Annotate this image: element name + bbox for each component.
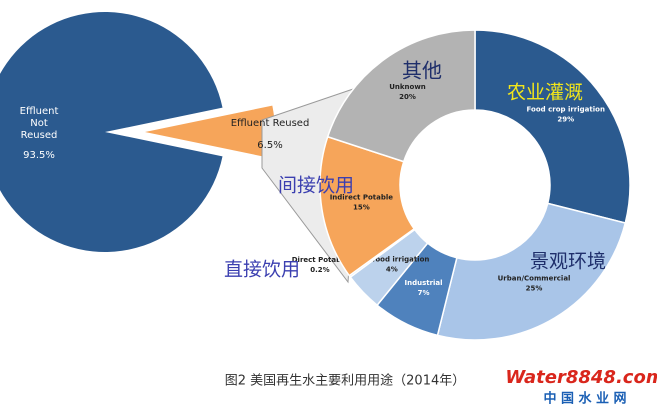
slice-name: Unknown xyxy=(389,83,426,91)
annotation: 直接饮用 xyxy=(224,259,300,281)
pie-slice xyxy=(145,105,275,159)
slice-name: Industrial xyxy=(404,279,442,287)
slice-name: Effluent Reused xyxy=(230,118,310,129)
slice-name: Effluent Not Reused xyxy=(19,106,59,141)
caption: 图2 美国再生水主要利用用途（2014年） xyxy=(225,373,466,389)
donut-slice xyxy=(319,135,416,277)
slice-value: 4% xyxy=(386,265,398,273)
pie-slice xyxy=(0,12,223,252)
annotation: 其他 xyxy=(402,59,442,83)
watermark-name: 中 国 水 业 网 xyxy=(543,391,626,407)
annotation: 景观环境 xyxy=(530,251,606,273)
slice-name: Non food irrigation xyxy=(354,255,429,263)
slice-name: Indirect Potable xyxy=(330,194,394,202)
slice-value: 6.5% xyxy=(257,140,283,151)
slice-value: 7% xyxy=(418,289,430,297)
donut-slice xyxy=(474,29,631,224)
annotation: 农业灌溉 xyxy=(507,82,583,104)
donut-slice xyxy=(436,202,627,341)
slice-value: 93.5% xyxy=(23,150,55,161)
annotation: 间接饮用 xyxy=(278,175,354,197)
slice-value: 20% xyxy=(399,93,416,101)
slice-name: Food crop irrigation xyxy=(527,105,605,113)
watermark-site: Water8848.com xyxy=(505,367,657,388)
slice-value: 29% xyxy=(557,115,574,123)
slice-value: 25% xyxy=(526,285,543,293)
slice-name: Urban/Commercial xyxy=(498,275,571,283)
donut-slice xyxy=(326,29,476,163)
slice-value: 15% xyxy=(353,204,370,212)
slice-value: 0.2% xyxy=(310,266,329,274)
slice-name: Direct Potable xyxy=(292,256,349,264)
